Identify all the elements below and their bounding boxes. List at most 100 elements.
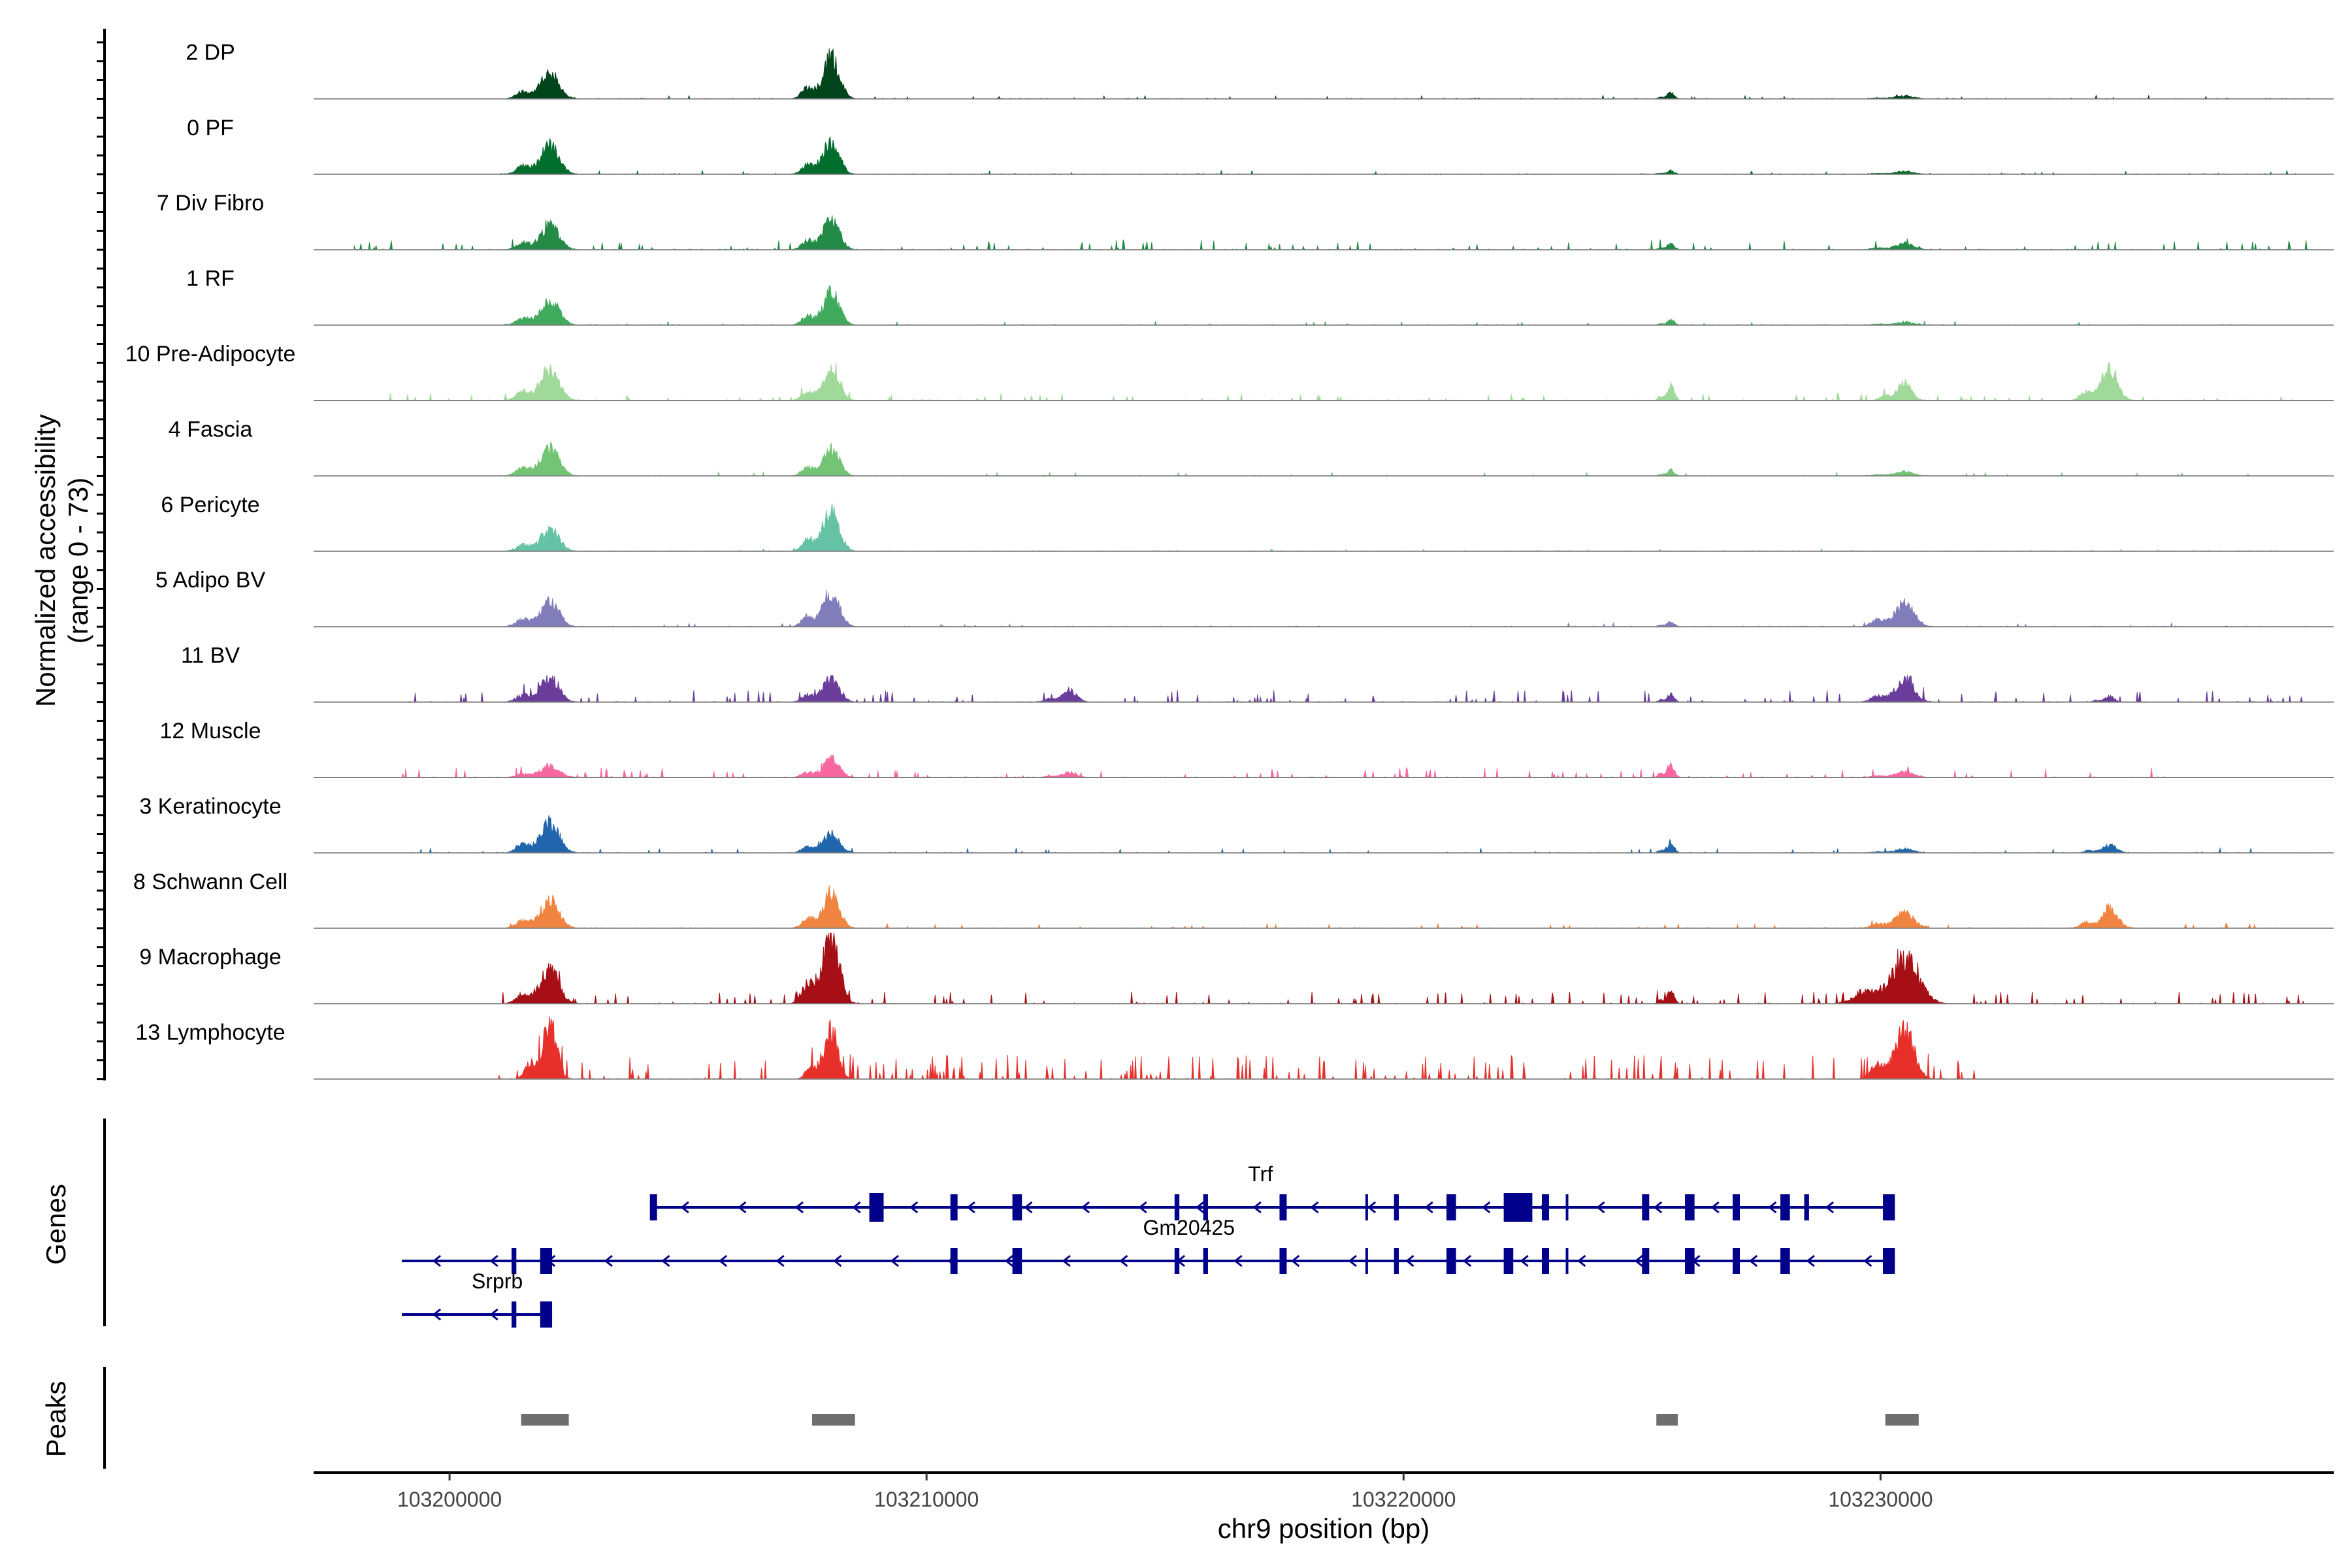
strand-arrow: [1405, 1254, 1414, 1267]
gene-exon: [950, 1248, 958, 1274]
strand-arrow: [718, 1254, 728, 1267]
strand-arrow: [1348, 1254, 1357, 1267]
track-label: 9 Macrophage: [139, 945, 281, 970]
gene-exon: [1012, 1248, 1022, 1274]
gene-exon: [1012, 1194, 1022, 1220]
track-3: 7 Div Fibro: [157, 191, 2334, 251]
gene-exon: [649, 1194, 657, 1220]
gene-exon: [1446, 1194, 1456, 1220]
gene-exon: [1883, 1248, 1895, 1274]
peak-regions: [521, 1414, 1919, 1426]
track-signal: [402, 674, 2310, 703]
y-axis-range: (range 0 - 73): [63, 478, 93, 644]
track-label: 2 DP: [186, 40, 235, 65]
track-signal: [497, 285, 2310, 326]
track-signal: [497, 441, 2310, 477]
track-6: 4 Fascia: [169, 417, 2334, 477]
x-axis-title: chr9 position (bp): [1218, 1513, 1430, 1544]
gene-exon: [1279, 1248, 1287, 1274]
strand-arrow: [1081, 1201, 1090, 1214]
peak-region: [811, 1414, 855, 1426]
strand-arrow: [1577, 1254, 1586, 1267]
track-label: 10 Pre-Adipocyte: [125, 342, 296, 367]
gene-exon: [1503, 1248, 1514, 1274]
track-label: 8 Schwann Cell: [133, 870, 287, 894]
strand-arrow: [432, 1308, 442, 1321]
peaks-panel: Peaks: [41, 1367, 1919, 1469]
strand-arrow: [1806, 1254, 1815, 1267]
track-2: 0 PF: [187, 116, 2334, 175]
strand-arrow: [1825, 1201, 1835, 1214]
gene-exon: [511, 1248, 517, 1274]
gene-exon: [1174, 1248, 1180, 1274]
strand-arrow: [489, 1254, 498, 1267]
gene-exon: [950, 1194, 958, 1220]
gene-exon: [1503, 1193, 1533, 1222]
track-signal: [401, 754, 2167, 779]
strand-arrow: [432, 1254, 442, 1267]
strand-arrow: [1367, 1201, 1377, 1214]
x-tick-label: 103210000: [874, 1488, 979, 1511]
gene-srprb: Srprb: [402, 1269, 553, 1328]
track-label: 6 Pericyte: [161, 493, 259, 517]
y-axis-title: Normalized accessibility: [30, 414, 61, 707]
track-11: 3 Keratinocyte: [139, 794, 2334, 854]
track-label: 0 PF: [187, 116, 234, 140]
track-13: 9 Macrophage: [139, 932, 2334, 1005]
x-axis-ticks: 103200000 103210000 103220000 103230000: [397, 1473, 1933, 1511]
strand-arrow: [1634, 1254, 1643, 1267]
gene-exon: [1446, 1248, 1456, 1274]
track-label: 1 RF: [186, 267, 235, 291]
gene-exon: [1394, 1248, 1399, 1274]
track-label: 12 Muscle: [160, 719, 261, 743]
gene-exon: [511, 1301, 517, 1328]
gene-exon: [1394, 1194, 1399, 1220]
x-tick-label: 103230000: [1828, 1488, 1933, 1511]
track-9: 11 BV: [181, 644, 2334, 703]
strand-arrow: [852, 1201, 861, 1214]
strand-arrow: [1290, 1254, 1300, 1267]
strand-arrow: [1653, 1201, 1663, 1214]
x-tick-label: 103220000: [1351, 1488, 1456, 1511]
track-signal: [497, 503, 2310, 552]
gene-exon: [1733, 1248, 1740, 1274]
strand-arrow: [966, 1201, 975, 1214]
track-signal: [497, 932, 2310, 1005]
track-signal: [354, 362, 2310, 402]
track-signal: [497, 590, 2310, 628]
gene-exon: [540, 1301, 553, 1328]
gene-exon: [1642, 1248, 1650, 1274]
strand-arrow: [1024, 1201, 1033, 1214]
track-12: 8 Schwann Cell: [133, 870, 2334, 929]
gene-exon: [1365, 1194, 1368, 1220]
gene-exon: [1565, 1248, 1569, 1274]
track-signal: [497, 885, 2310, 929]
gene-exon: [1203, 1248, 1208, 1274]
strand-arrow: [1062, 1254, 1071, 1267]
peaks-label: Peaks: [41, 1381, 71, 1458]
strand-arrow: [680, 1201, 689, 1214]
gene-exon: [1542, 1194, 1549, 1220]
track-4: 1 RF: [186, 267, 2334, 326]
strand-arrow: [738, 1201, 747, 1214]
peak-region: [1885, 1414, 1919, 1426]
gene-exon: [1542, 1248, 1549, 1274]
gene-label: Srprb: [472, 1269, 523, 1293]
gene-exon: [1685, 1194, 1695, 1220]
gene-exon: [1565, 1194, 1569, 1220]
strand-arrow: [1768, 1201, 1777, 1214]
strand-arrow: [833, 1254, 842, 1267]
strand-arrow: [1520, 1254, 1529, 1267]
strand-arrow: [1310, 1201, 1319, 1214]
strand-arrow: [794, 1201, 804, 1214]
gene-trf: Trf: [649, 1162, 1895, 1222]
track-10: 12 Muscle: [160, 719, 2334, 779]
strand-arrow: [1119, 1254, 1128, 1267]
gene-exon: [869, 1193, 884, 1222]
track-signal: [497, 48, 2310, 100]
gene-gm20425: Gm20425: [402, 1216, 1895, 1274]
strand-arrow: [1748, 1254, 1758, 1267]
track-label: 5 Adipo BV: [155, 568, 266, 593]
peak-region: [1656, 1414, 1678, 1426]
